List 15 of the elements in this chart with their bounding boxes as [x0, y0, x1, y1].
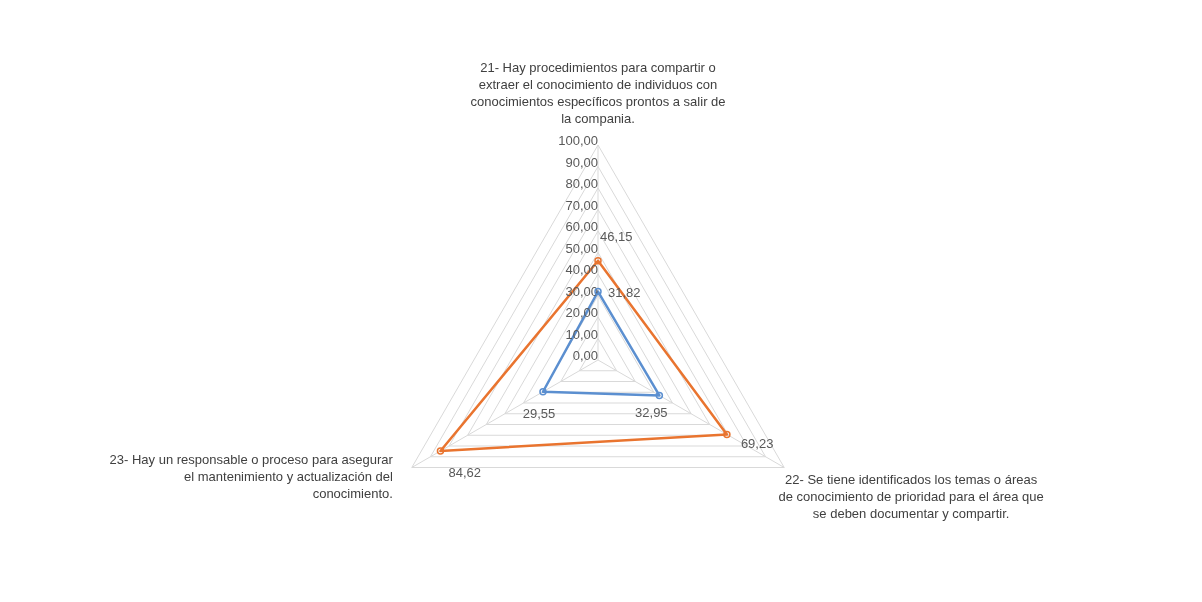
data-label: 84,62 [448, 464, 481, 480]
data-label: 69,23 [740, 436, 774, 452]
y-tick-label: 80,00 [565, 176, 598, 191]
spoke-label: 23- Hay un responsable o proceso para asegurar el mantenimiento y actualización del conocimiento. [109, 451, 394, 501]
data-label: 29,55 [522, 405, 556, 421]
y-tick-label: 100,00 [558, 133, 598, 148]
data-label: 32,95 [635, 405, 668, 421]
y-tick-label: 0,00 [572, 348, 598, 363]
data-label: 46,15 [600, 228, 633, 244]
y-tick-label: 90,00 [565, 154, 598, 170]
spoke-label: 21- Hay procedimientos para compartir o extraer el conocimiento de individuos con conocimientos específicos prontos a salir de la compania. [470, 60, 726, 126]
y-tick-label: 60,00 [565, 219, 598, 234]
y-tick-label: 50,00 [565, 240, 598, 256]
y-tick-label: 70,00 [565, 197, 598, 213]
spoke-label: 22- Se tiene identificados los temas o áreas de conocimiento de prioridad para el área que se deben documentar y compartir. [778, 471, 1044, 521]
